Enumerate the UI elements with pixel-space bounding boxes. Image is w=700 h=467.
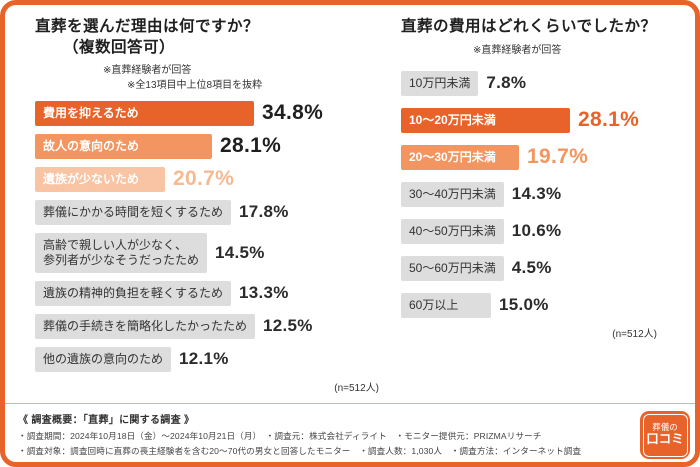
bar-value-label: 34.8%	[262, 101, 324, 125]
bar-segment: 葬儀の手続きを簡略化したかったため	[35, 313, 256, 339]
bar-value-label: 10.6%	[511, 221, 562, 241]
bar-value-label: 12.1%	[179, 349, 229, 369]
bar-row: 費用を抑えるため 34.8%	[35, 100, 393, 126]
bar-value-label: 7.8%	[486, 73, 527, 93]
bar-segment: 10〜20万円未満	[401, 107, 570, 133]
survey-overview-line-1: ・調査期間：2024年10月18日（金）〜2024年10月21日（月） ・調査元…	[18, 431, 542, 441]
reasons-chart: 直葬を選んだ理由は何ですか？ （複数回答可） ※直葬経験者が回答 ※全13項目中…	[35, 17, 393, 403]
reasons-chart-subtitle: （複数回答可）	[63, 38, 176, 56]
bar-row: 葬儀の手続きを簡略化したかったため 12.5%	[35, 313, 393, 339]
brand-logo-text-bottom: 口コミ	[646, 432, 684, 447]
bar-value-label: 28.1%	[578, 108, 640, 132]
bar-segment: 10万円未満	[401, 70, 479, 96]
bar-value-label: 14.5%	[215, 242, 265, 262]
bar-value-label: 17.8%	[239, 202, 289, 222]
bar-row: 遺族の精神的負担を軽くするため 13.3%	[35, 280, 393, 306]
survey-overview-heading: 《 調査概要：「直葬」に関する調査 》	[18, 415, 195, 426]
bar-row: 葬儀にかかる時間を短くするため 17.8%	[35, 199, 393, 225]
bar-row: 故人の意向のため 28.1%	[35, 133, 393, 159]
bar-segment: 60万以上	[401, 292, 491, 318]
survey-overview-footer: 《 調査概要：「直葬」に関する調査 》 ・調査期間：2024年10月18日（金）…	[5, 403, 695, 462]
bar-row: 50〜60万円未満 4.5%	[401, 255, 679, 281]
bar-segment: 葬儀にかかる時間を短くするため	[35, 199, 232, 225]
reasons-bar-list: 費用を抑えるため 34.8% 故人の意向のため 28.1% 遺族が少ないため 20.7% 葬…	[35, 100, 393, 372]
bar-value-label: 13.3%	[239, 283, 289, 303]
brand-logo: 葬儀の 口コミ	[640, 411, 690, 459]
bar-row: 10〜20万円未満 28.1%	[401, 107, 679, 133]
bar-row: 高齢で親しい人が少なく、 参列者が少なそうだったため 14.5%	[35, 232, 393, 273]
bar-value-label: 20.7%	[173, 167, 235, 191]
bar-segment: 故人の意向のため	[35, 133, 212, 159]
brand-logo-text-top: 葬儀の	[652, 422, 678, 433]
cost-chart-note-respondents: ※直葬経験者が回答	[473, 44, 562, 56]
bar-value-label: 28.1%	[220, 134, 282, 158]
cost-sample-size: (n=512人)	[612, 328, 657, 340]
bar-row: 遺族が少ないため 20.7%	[35, 166, 393, 192]
bar-row: 30〜40万円未満 14.3%	[401, 181, 679, 207]
bar-row: 40〜50万円未満 10.6%	[401, 218, 679, 244]
bar-value-label: 15.0%	[499, 295, 549, 315]
bar-value-label: 4.5%	[511, 258, 552, 278]
bar-value-label: 14.3%	[511, 184, 562, 204]
bar-value-label: 19.7%	[527, 145, 589, 169]
reasons-chart-title: 直葬を選んだ理由は何ですか？	[35, 18, 260, 35]
bar-segment: 30〜40万円未満	[401, 181, 504, 207]
charts-area: 直葬を選んだ理由は何ですか？ （複数回答可） ※直葬経験者が回答 ※全13項目中…	[5, 5, 695, 403]
bar-segment: 他の遺族の意向のため	[35, 346, 172, 372]
bar-row: 10万円未満 7.8%	[401, 70, 679, 96]
bar-row: 60万以上 15.0%	[401, 292, 679, 318]
bar-segment: 高齢で親しい人が少なく、 参列者が少なそうだったため	[35, 232, 208, 273]
survey-overview-line-2: ・調査対象：調査回時に直葬の喪主経験者を含む20〜70代の男女と回答したモニター…	[18, 446, 582, 456]
bar-row: 20〜30万円未満 19.7%	[401, 144, 679, 170]
cost-chart-title: 直葬の費用はどれくらいでしたか？	[401, 18, 657, 35]
cost-chart: 直葬の費用はどれくらいでしたか？ ※直葬経験者が回答 10万円未満 7.8% 10〜…	[393, 17, 679, 403]
bar-row: 他の遺族の意向のため 12.1%	[35, 346, 393, 372]
cost-bar-list: 10万円未満 7.8% 10〜20万円未満 28.1% 20〜30万円未満 19.7% 30…	[401, 70, 679, 318]
bar-segment: 20〜30万円未満	[401, 144, 519, 170]
bar-value-label: 12.5%	[263, 316, 313, 336]
bar-segment: 40〜50万円未満	[401, 218, 504, 244]
bar-segment: 費用を抑えるため	[35, 100, 254, 126]
reasons-sample-size: (n=512人)	[334, 382, 379, 394]
reasons-chart-note-respondents: ※直葬経験者が回答	[103, 64, 192, 76]
bar-segment: 遺族の精神的負担を軽くするため	[35, 280, 232, 306]
bar-segment: 遺族が少ないため	[35, 166, 165, 192]
reasons-chart-note-top8: ※全13項目中上位8項目を抜粋	[127, 79, 263, 91]
bar-segment: 50〜60万円未満	[401, 255, 504, 281]
